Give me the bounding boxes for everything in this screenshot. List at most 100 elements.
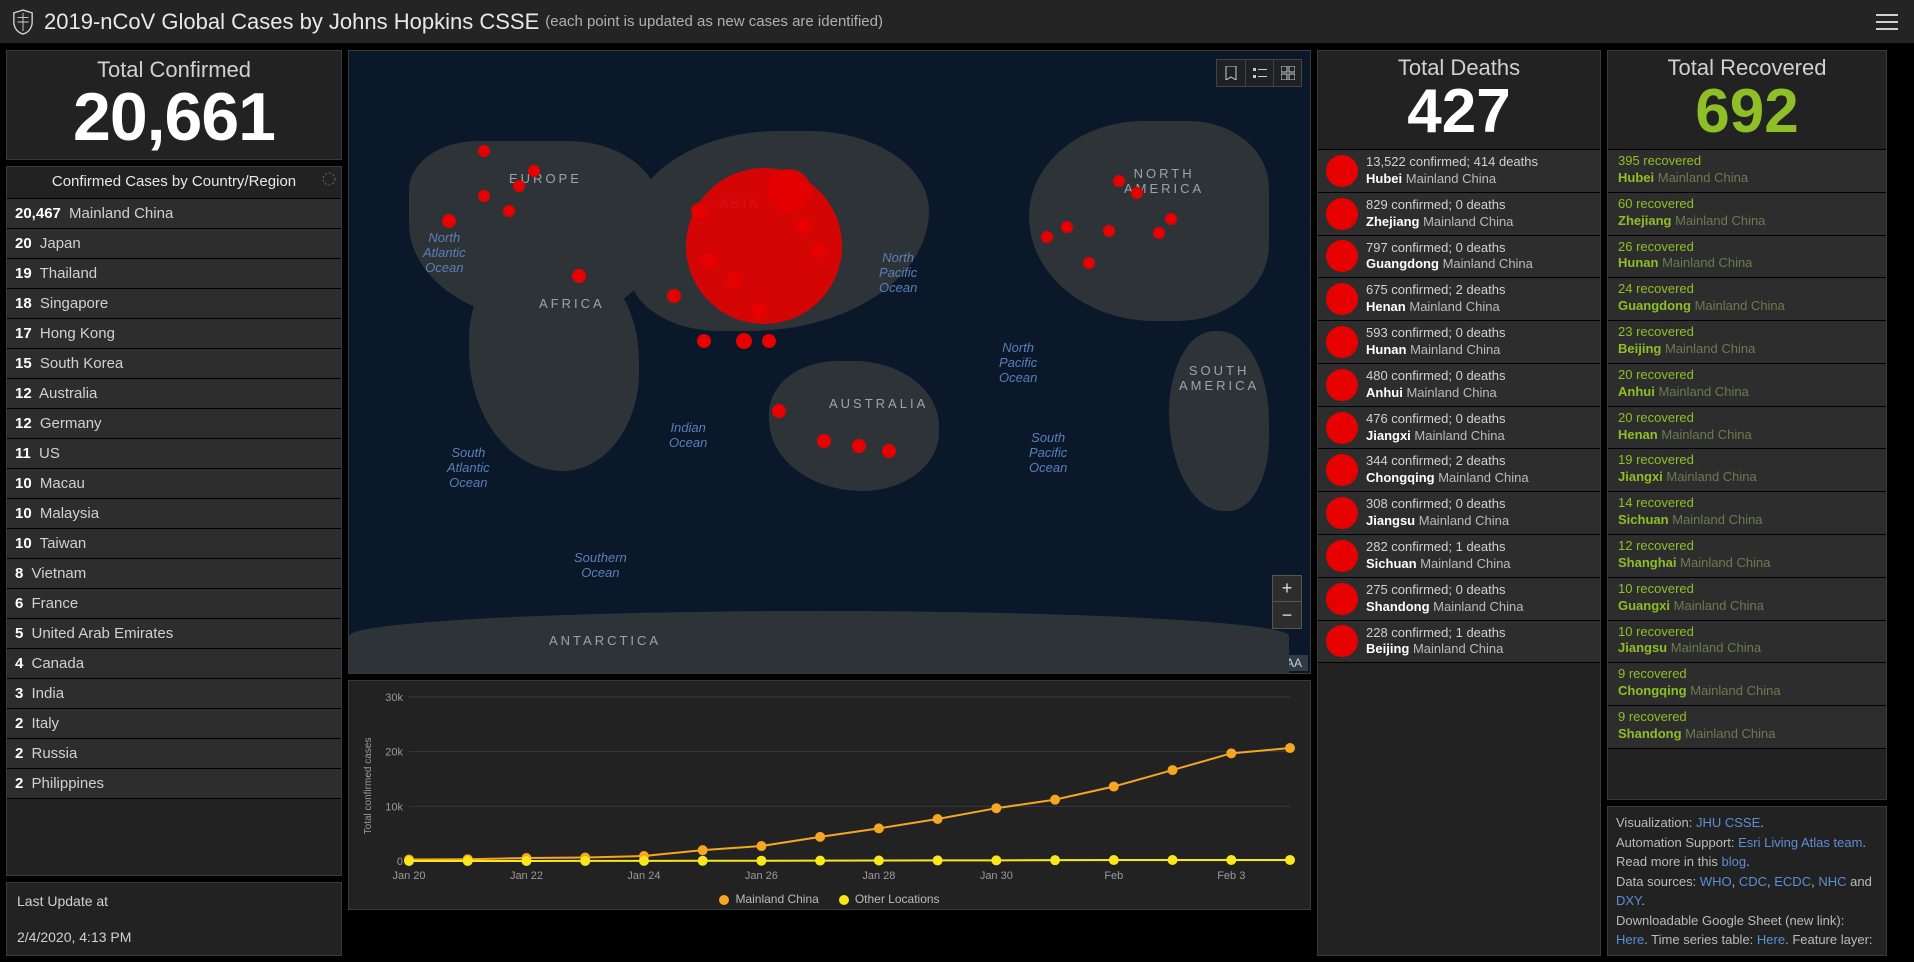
case-point[interactable]: [762, 334, 776, 348]
case-point[interactable]: [1131, 187, 1143, 199]
case-point[interactable]: [513, 180, 525, 192]
link-who[interactable]: WHO: [1700, 874, 1732, 889]
list-item[interactable]: 282 confirmed; 1 deathsSichuan Mainland …: [1318, 535, 1600, 578]
case-point[interactable]: [701, 253, 717, 269]
list-item[interactable]: 20 recoveredAnhui Mainland China: [1608, 364, 1886, 407]
case-point[interactable]: [691, 203, 707, 219]
list-item[interactable]: 8 Vietnam: [7, 559, 341, 589]
list-item[interactable]: 395 recoveredHubei Mainland China: [1608, 150, 1886, 193]
case-point[interactable]: [1113, 175, 1125, 187]
case-point[interactable]: [767, 169, 811, 213]
list-item[interactable]: 5 United Arab Emirates: [7, 619, 341, 649]
link-nhc[interactable]: NHC: [1818, 874, 1846, 889]
list-item[interactable]: 11 US: [7, 439, 341, 469]
link-jhu[interactable]: JHU CSSE: [1696, 815, 1760, 830]
case-point[interactable]: [697, 334, 711, 348]
case-point[interactable]: [772, 404, 786, 418]
case-point[interactable]: [478, 190, 490, 202]
list-item[interactable]: 18 Singapore: [7, 289, 341, 319]
list-item[interactable]: 13,522 confirmed; 414 deathsHubei Mainla…: [1318, 150, 1600, 193]
link-timeseries[interactable]: Here: [1757, 932, 1785, 947]
list-item[interactable]: 12 Australia: [7, 379, 341, 409]
list-item[interactable]: 797 confirmed; 0 deathsGuangdong Mainlan…: [1318, 236, 1600, 279]
list-item[interactable]: 15 South Korea: [7, 349, 341, 379]
list-item[interactable]: 20,467 Mainland China: [7, 199, 341, 229]
case-point[interactable]: [852, 439, 866, 453]
basemap-icon[interactable]: [1273, 60, 1301, 86]
case-point[interactable]: [1061, 221, 1073, 233]
deaths-panel: Total Deaths 427 13,522 confirmed; 414 d…: [1317, 50, 1601, 956]
link-blog[interactable]: blog: [1722, 854, 1747, 869]
deaths-list[interactable]: 13,522 confirmed; 414 deathsHubei Mainla…: [1318, 150, 1600, 955]
list-item[interactable]: 593 confirmed; 0 deathsHunan Mainland Ch…: [1318, 321, 1600, 364]
case-point[interactable]: [503, 205, 515, 217]
list-item[interactable]: 308 confirmed; 0 deathsJiangsu Mainland …: [1318, 492, 1600, 535]
list-item[interactable]: 228 confirmed; 1 deathsBeijing Mainland …: [1318, 621, 1600, 664]
case-point[interactable]: [1153, 227, 1165, 239]
list-item[interactable]: 829 confirmed; 0 deathsZhejiang Mainland…: [1318, 193, 1600, 236]
chart-area[interactable]: 010k20k30kJan 20Jan 22Jan 24Jan 26Jan 28…: [359, 689, 1300, 886]
case-point[interactable]: [817, 434, 831, 448]
list-item[interactable]: 12 recoveredShanghai Mainland China: [1608, 535, 1886, 578]
bookmark-icon[interactable]: [1217, 60, 1245, 86]
zoom-in-button[interactable]: +: [1273, 576, 1301, 602]
list-item[interactable]: 20 recoveredHenan Mainland China: [1608, 407, 1886, 450]
legend-icon[interactable]: [1245, 60, 1273, 86]
recovered-list[interactable]: 395 recoveredHubei Mainland China60 reco…: [1608, 150, 1886, 799]
list-item[interactable]: 6 France: [7, 589, 341, 619]
list-item[interactable]: 12 Germany: [7, 409, 341, 439]
confirmed-list-body[interactable]: 20,467 Mainland China20 Japan19 Thailand…: [7, 199, 341, 875]
case-point[interactable]: [811, 243, 827, 259]
case-point[interactable]: [442, 214, 456, 228]
case-point[interactable]: [572, 269, 586, 283]
list-item[interactable]: 20 Japan: [7, 229, 341, 259]
list-item[interactable]: 14 recoveredSichuan Mainland China: [1608, 492, 1886, 535]
list-item[interactable]: 275 confirmed; 0 deathsShandong Mainland…: [1318, 578, 1600, 621]
link-sheet[interactable]: Here: [1616, 932, 1644, 947]
list-item[interactable]: 2 Russia: [7, 739, 341, 769]
list-item[interactable]: 3 India: [7, 679, 341, 709]
list-item[interactable]: 10 recoveredGuangxi Mainland China: [1608, 578, 1886, 621]
case-point[interactable]: [1165, 213, 1177, 225]
list-item[interactable]: 10 Macau: [7, 469, 341, 499]
case-point[interactable]: [1041, 231, 1053, 243]
map-panel[interactable]: + − Esri, FAO, NOAA EUROPEASIAAFRICAAUST…: [348, 50, 1311, 674]
list-item[interactable]: 17 Hong Kong: [7, 319, 341, 349]
link-esri[interactable]: Esri Living Atlas team: [1738, 835, 1862, 850]
link-dxy[interactable]: DXY: [1616, 893, 1641, 908]
list-item[interactable]: 2 Italy: [7, 709, 341, 739]
case-point[interactable]: [751, 303, 767, 319]
link-ecdc[interactable]: ECDC: [1774, 874, 1811, 889]
list-item[interactable]: 476 confirmed; 0 deathsJiangxi Mainland …: [1318, 407, 1600, 450]
list-item[interactable]: 19 Thailand: [7, 259, 341, 289]
case-point[interactable]: [736, 333, 752, 349]
list-item[interactable]: 9 recoveredShandong Mainland China: [1608, 706, 1886, 749]
case-point[interactable]: [1083, 257, 1095, 269]
list-item[interactable]: 26 recoveredHunan Mainland China: [1608, 236, 1886, 279]
list-item[interactable]: 4 Canada: [7, 649, 341, 679]
case-point[interactable]: [667, 289, 681, 303]
link-layer[interactable]: Here: [1616, 952, 1644, 957]
list-item[interactable]: 675 confirmed; 2 deathsHenan Mainland Ch…: [1318, 278, 1600, 321]
case-point[interactable]: [528, 165, 540, 177]
case-point[interactable]: [726, 273, 742, 289]
menu-button[interactable]: [1872, 7, 1902, 37]
list-item[interactable]: 344 confirmed; 2 deathsChongqing Mainlan…: [1318, 449, 1600, 492]
link-cdc[interactable]: CDC: [1739, 874, 1767, 889]
case-point[interactable]: [1103, 225, 1115, 237]
case-point[interactable]: [882, 444, 896, 458]
case-point[interactable]: [478, 145, 490, 157]
list-item[interactable]: 10 recoveredJiangsu Mainland China: [1608, 621, 1886, 664]
zoom-out-button[interactable]: −: [1273, 602, 1301, 628]
list-item[interactable]: 2 Philippines: [7, 769, 341, 799]
list-item[interactable]: 24 recoveredGuangdong Mainland China: [1608, 278, 1886, 321]
case-point[interactable]: [796, 218, 812, 234]
list-item[interactable]: 10 Taiwan: [7, 529, 341, 559]
list-item[interactable]: 60 recoveredZhejiang Mainland China: [1608, 193, 1886, 236]
list-item[interactable]: 480 confirmed; 0 deathsAnhui Mainland Ch…: [1318, 364, 1600, 407]
list-item[interactable]: 23 recoveredBeijing Mainland China: [1608, 321, 1886, 364]
list-item[interactable]: 19 recoveredJiangxi Mainland China: [1608, 449, 1886, 492]
list-item[interactable]: 10 Malaysia: [7, 499, 341, 529]
expand-icon[interactable]: [321, 171, 337, 187]
list-item[interactable]: 9 recoveredChongqing Mainland China: [1608, 663, 1886, 706]
